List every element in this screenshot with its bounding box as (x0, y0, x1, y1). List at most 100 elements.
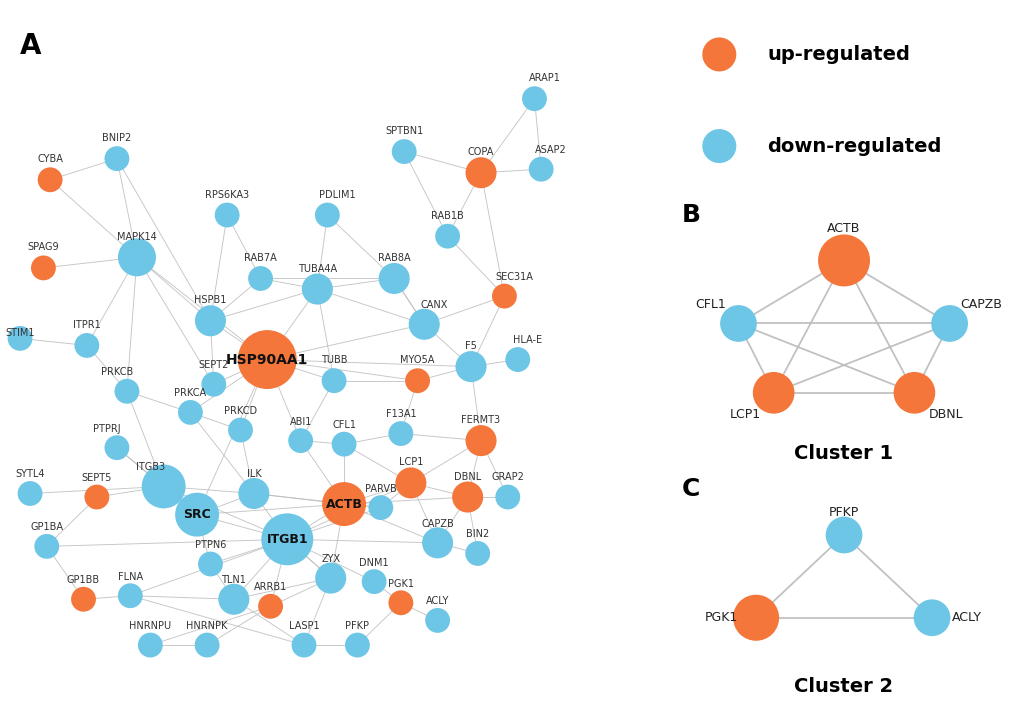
Text: DNM1: DNM1 (359, 558, 388, 568)
Point (526, 93, 542, 104)
Text: Cluster 2: Cluster 2 (794, 677, 893, 696)
Point (533, 164, 549, 175)
Text: GRAP2: GRAP2 (491, 472, 524, 482)
Text: DBNL: DBNL (928, 408, 963, 422)
Text: PGK1: PGK1 (387, 579, 414, 589)
Text: ACTB: ACTB (325, 498, 362, 510)
Text: Cluster 1: Cluster 1 (794, 443, 893, 462)
Point (429, 615, 445, 626)
Text: CFL1: CFL1 (694, 298, 725, 311)
Point (403, 477, 419, 489)
Text: PTPRJ: PTPRJ (93, 424, 120, 434)
Text: SEPT5: SEPT5 (82, 473, 112, 483)
Point (906, 387, 922, 398)
Point (395, 146, 412, 157)
Text: ABI1: ABI1 (289, 417, 312, 427)
Point (232, 424, 249, 436)
Text: ACLY: ACLY (426, 596, 448, 606)
Text: CFL1: CFL1 (332, 420, 356, 430)
Text: PRKCB: PRKCB (101, 367, 132, 377)
Point (416, 319, 432, 330)
Text: ACTB: ACTB (826, 222, 860, 235)
Text: RAB7A: RAB7A (244, 253, 277, 263)
Point (923, 612, 940, 623)
Point (142, 639, 158, 651)
Point (836, 529, 852, 541)
Text: RPS6KA3: RPS6KA3 (205, 190, 249, 200)
Text: C: C (682, 477, 700, 501)
Text: FERMT3: FERMT3 (461, 415, 500, 425)
Point (473, 435, 489, 446)
Point (128, 252, 145, 263)
Text: STIM1: STIM1 (5, 329, 35, 338)
Point (202, 315, 218, 326)
Text: PDLIM1: PDLIM1 (319, 190, 356, 200)
Point (21, 488, 38, 499)
Point (392, 428, 409, 439)
Point (836, 255, 852, 266)
Point (459, 491, 475, 503)
Point (322, 572, 338, 584)
Text: SPAG9: SPAG9 (28, 243, 59, 252)
Text: ILK: ILK (247, 470, 261, 479)
Text: PRKCD: PRKCD (224, 406, 257, 416)
Point (496, 290, 513, 302)
Text: TUBA4A: TUBA4A (298, 264, 336, 274)
Point (463, 361, 479, 372)
Text: FLNA: FLNA (117, 572, 143, 582)
Point (199, 639, 215, 651)
Text: ITGB3: ITGB3 (136, 462, 165, 472)
Point (122, 590, 139, 601)
Text: PRKCA: PRKCA (174, 388, 206, 398)
Point (392, 597, 409, 608)
Text: F13A1: F13A1 (385, 410, 416, 419)
Text: HSP90AA1: HSP90AA1 (226, 352, 308, 367)
Point (182, 407, 199, 418)
Point (335, 498, 352, 510)
Point (372, 502, 388, 513)
Point (429, 537, 445, 548)
Point (246, 488, 262, 499)
Text: HNRNPK: HNRNPK (186, 621, 227, 631)
Text: GP1BA: GP1BA (31, 522, 63, 532)
Point (225, 594, 242, 605)
Point (296, 639, 312, 651)
Point (262, 601, 278, 612)
Point (764, 387, 781, 398)
Point (12, 333, 29, 344)
Text: ARAP1: ARAP1 (528, 73, 559, 83)
Text: TUBB: TUBB (321, 355, 346, 365)
Text: PARVB: PARVB (365, 484, 396, 494)
Text: PTPN6: PTPN6 (195, 540, 226, 550)
Text: PGK1: PGK1 (703, 611, 737, 624)
Point (189, 509, 205, 520)
Point (279, 534, 296, 545)
Point (109, 153, 125, 164)
Point (39, 541, 55, 552)
Text: LCP1: LCP1 (398, 458, 423, 467)
Point (252, 273, 268, 284)
Text: ZYX: ZYX (321, 554, 340, 564)
Text: SEPT2: SEPT2 (199, 360, 228, 370)
Text: B: B (682, 203, 700, 227)
Text: HSPB1: HSPB1 (194, 295, 226, 305)
Text: BNIP2: BNIP2 (102, 133, 131, 143)
Text: CAPZB: CAPZB (960, 298, 1002, 311)
Point (42, 174, 58, 185)
Point (366, 576, 382, 587)
Text: LASP1: LASP1 (288, 621, 319, 631)
Point (118, 386, 135, 397)
Text: MYO5A: MYO5A (400, 355, 434, 365)
Text: ITPR1: ITPR1 (73, 320, 101, 330)
Point (155, 481, 171, 492)
Text: PFKP: PFKP (828, 506, 858, 519)
Point (747, 612, 763, 623)
Text: BIN2: BIN2 (466, 529, 489, 539)
Point (326, 375, 342, 386)
Point (710, 49, 727, 60)
Point (385, 273, 401, 284)
Point (259, 354, 275, 365)
Text: ACLY: ACLY (952, 611, 981, 624)
Point (89, 491, 105, 503)
Point (941, 318, 957, 329)
